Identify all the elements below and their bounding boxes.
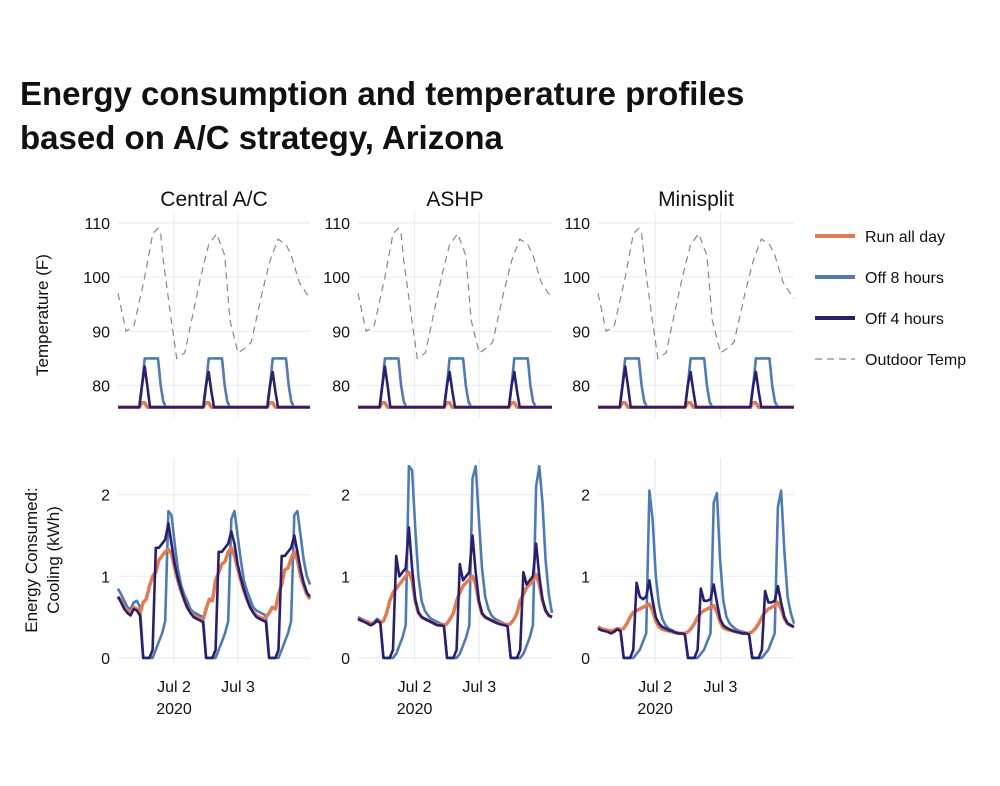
- line-energy-run-all-day-central-a-c: [116, 546, 312, 623]
- line-energy-run-all-day-minisplit: [597, 600, 795, 636]
- legend-label-off-4-hours: Off 4 hours: [865, 311, 944, 328]
- y-tick-label: 0: [341, 651, 350, 668]
- line-temp-run-all-day-ashp: [358, 401, 552, 409]
- line-energy-run-all-day-ashp: [357, 570, 553, 628]
- x-tick-label: 2020: [637, 701, 673, 718]
- chart-title-line-2: based on A/C strategy, Arizona: [20, 119, 503, 156]
- panel-title-ashp: ASHP: [426, 188, 483, 211]
- y-tick-label: 2: [581, 488, 590, 505]
- line-temp-off-8-hours-ashp: [358, 357, 552, 409]
- y-tick-label: 1: [581, 569, 590, 586]
- x-tick-label: Jul 3: [221, 679, 255, 696]
- y-tick-label: 100: [323, 270, 350, 287]
- line-temp-off-4-hours-central-a-c: [118, 365, 310, 409]
- line-temp-run-all-day-minisplit: [598, 401, 794, 409]
- y-tick-label: 1: [341, 569, 350, 586]
- y-tick-label: 90: [92, 324, 110, 341]
- x-tick-label: Jul 2: [398, 679, 432, 696]
- y-tick-label: 2: [101, 488, 110, 505]
- line-temp-off-8-hours-minisplit: [598, 357, 794, 409]
- y-tick-label: 2: [341, 488, 350, 505]
- y-tick-label: 110: [324, 216, 350, 233]
- y-tick-label: 0: [101, 651, 110, 668]
- line-temp-off-4-hours-ashp: [358, 365, 552, 409]
- y-tick-label: 80: [92, 378, 110, 395]
- chart-title-line-1: Energy consumption and temperature profi…: [20, 75, 745, 112]
- y-tick-label: 80: [332, 378, 350, 395]
- x-tick-label: Jul 2: [638, 679, 672, 696]
- legend-label-off-8-hours: Off 8 hours: [865, 270, 944, 287]
- line-energy-off-4-hours-ashp: [357, 526, 553, 660]
- y-tick-label: 110: [564, 216, 590, 233]
- legend-label-run-all-day: Run all day: [865, 229, 945, 246]
- x-tick-label: Jul 3: [704, 679, 738, 696]
- line-energy-off-8-hours-minisplit: [597, 489, 796, 660]
- line-outdoor-temp-central-a-c: [117, 227, 311, 360]
- legend-label-outdoor-temp: Outdoor Temp: [865, 352, 966, 369]
- y-tick-label: 90: [572, 324, 590, 341]
- line-energy-off-4-hours-central-a-c: [116, 522, 312, 660]
- x-tick-label: 2020: [397, 701, 433, 718]
- panel-title-central-a-c: Central A/C: [160, 188, 267, 211]
- y-axis-label-row-2-line-1: Energy Consumed:: [22, 487, 41, 633]
- y-axis-label-row-1-line-1: Temperature (F): [33, 254, 52, 376]
- y-tick-label: 110: [84, 216, 110, 233]
- y-axis-label-row-2-line-2: Cooling (kWh): [44, 506, 63, 614]
- y-tick-label: 100: [563, 270, 590, 287]
- y-tick-label: 80: [572, 378, 590, 395]
- y-tick-label: 0: [581, 651, 590, 668]
- line-outdoor-temp-minisplit: [597, 227, 795, 360]
- y-tick-label: 100: [83, 270, 110, 287]
- line-temp-off-8-hours-central-a-c: [118, 357, 310, 409]
- line-outdoor-temp-ashp: [357, 227, 553, 360]
- y-tick-label: 1: [101, 569, 110, 586]
- line-temp-off-4-hours-minisplit: [598, 365, 794, 409]
- panel-title-minisplit: Minisplit: [658, 188, 734, 211]
- x-tick-label: Jul 3: [462, 679, 496, 696]
- x-tick-label: Jul 2: [157, 679, 191, 696]
- chart-title: Energy consumption and temperature profi…: [20, 72, 744, 160]
- line-temp-run-all-day-central-a-c: [118, 401, 310, 409]
- x-tick-label: 2020: [156, 701, 192, 718]
- y-tick-label: 90: [332, 324, 350, 341]
- line-energy-off-4-hours-minisplit: [597, 579, 795, 660]
